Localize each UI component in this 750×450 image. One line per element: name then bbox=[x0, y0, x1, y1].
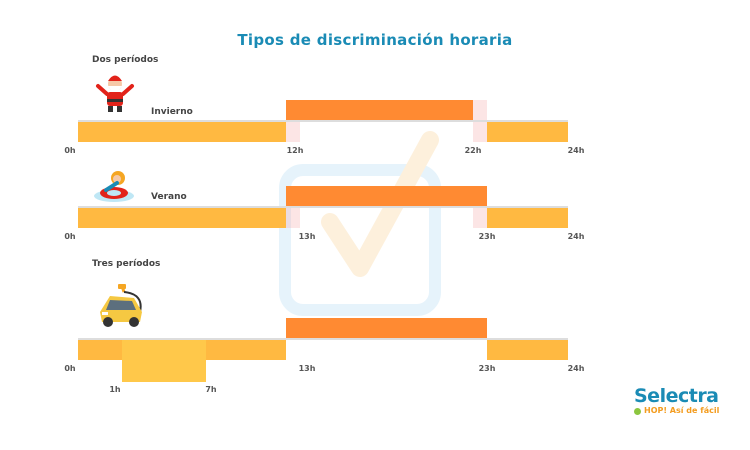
swim-ring-girl-icon bbox=[94, 171, 134, 202]
tick-label: 13h bbox=[298, 232, 316, 241]
tick-label: 12h bbox=[286, 146, 304, 155]
page-title: Tipos de discriminación horaria bbox=[237, 31, 513, 49]
valle-bar bbox=[487, 122, 568, 142]
valle-bar bbox=[78, 340, 122, 360]
section-label-dos: Dos períodos bbox=[92, 55, 159, 65]
punta-bar bbox=[286, 186, 487, 206]
tick-label: 13h bbox=[298, 364, 316, 373]
valle-bar bbox=[78, 208, 286, 228]
tick-label: 24h bbox=[567, 146, 585, 155]
selectra-logo: Selectra HOP! Así de fácil bbox=[634, 386, 719, 416]
tick-label: 24h bbox=[567, 232, 585, 241]
valle-bar bbox=[487, 340, 568, 360]
santa-claus-icon bbox=[96, 73, 134, 112]
valle-bar bbox=[487, 208, 568, 228]
punta-bar bbox=[286, 318, 487, 338]
tick-label: 23h bbox=[478, 364, 496, 373]
tick-label: 0h bbox=[64, 232, 76, 241]
punta-bar bbox=[286, 100, 473, 120]
timeline-axis bbox=[78, 338, 568, 340]
valle-bar bbox=[78, 122, 286, 142]
season-label-invierno: Invierno bbox=[151, 107, 193, 117]
timeline-axis bbox=[78, 120, 568, 122]
tick-label: 1h bbox=[109, 385, 121, 394]
tick-label: 24h bbox=[567, 364, 585, 373]
valle-bar bbox=[206, 340, 286, 360]
timeline-axis bbox=[78, 206, 568, 208]
supervalle-bar bbox=[122, 340, 206, 382]
season-label-verano: Verano bbox=[151, 192, 187, 202]
logo-dot-icon bbox=[634, 408, 641, 415]
tick-label: 0h bbox=[64, 364, 76, 373]
logo-name: Selectra bbox=[634, 385, 719, 407]
tick-label: 22h bbox=[464, 146, 482, 155]
tick-label: 0h bbox=[64, 146, 76, 155]
electric-car-icon bbox=[100, 284, 142, 327]
logo-tagline: HOP! Así de fácil bbox=[644, 406, 720, 415]
tick-label: 7h bbox=[205, 385, 217, 394]
tick-label: 23h bbox=[478, 232, 496, 241]
section-label-tres: Tres períodos bbox=[92, 259, 161, 269]
